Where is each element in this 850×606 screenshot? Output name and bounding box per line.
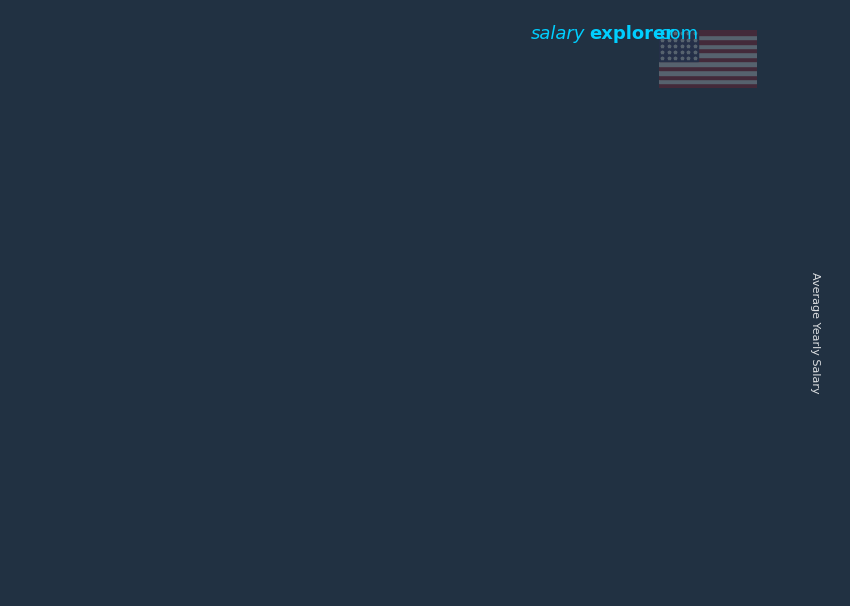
Text: salary: salary [531, 25, 586, 44]
Text: Minnesota: Minnesota [12, 106, 150, 130]
Text: Bioprocess Engineer: Bioprocess Engineer [12, 73, 300, 97]
Bar [659, 75, 756, 79]
Bar [659, 48, 756, 53]
Bar [105, 402, 225, 521]
Text: +68%: +68% [460, 175, 586, 213]
Text: Average Yearly Salary: Average Yearly Salary [810, 273, 820, 394]
Text: 96,600 USD: 96,600 USD [340, 306, 468, 325]
Bar [105, 401, 225, 402]
Bar [659, 35, 756, 39]
Text: +57%: +57% [222, 262, 348, 301]
Bar [659, 70, 756, 75]
Bar [442, 334, 463, 521]
Bar [659, 65, 756, 70]
Text: .com: .com [654, 25, 698, 44]
Bar [659, 61, 756, 65]
Bar [659, 57, 756, 61]
Bar [344, 334, 354, 521]
Bar [582, 205, 702, 208]
Text: 61,600 USD: 61,600 USD [101, 374, 229, 393]
Bar [582, 207, 592, 521]
Bar [344, 334, 463, 521]
Text: Salary Comparison By Education: Salary Comparison By Education [12, 17, 698, 53]
Bar [659, 30, 756, 35]
Bar [203, 402, 225, 521]
Bar [344, 333, 463, 335]
Bar [659, 84, 756, 88]
Bar [105, 402, 115, 521]
Bar [681, 207, 702, 521]
Bar [659, 44, 756, 48]
Text: 162,000 USD: 162,000 USD [572, 179, 713, 198]
Bar [582, 207, 702, 521]
Text: explorer: explorer [589, 25, 674, 44]
Bar [659, 30, 698, 61]
Bar [659, 39, 756, 44]
Bar [659, 53, 756, 57]
Bar [659, 79, 756, 84]
